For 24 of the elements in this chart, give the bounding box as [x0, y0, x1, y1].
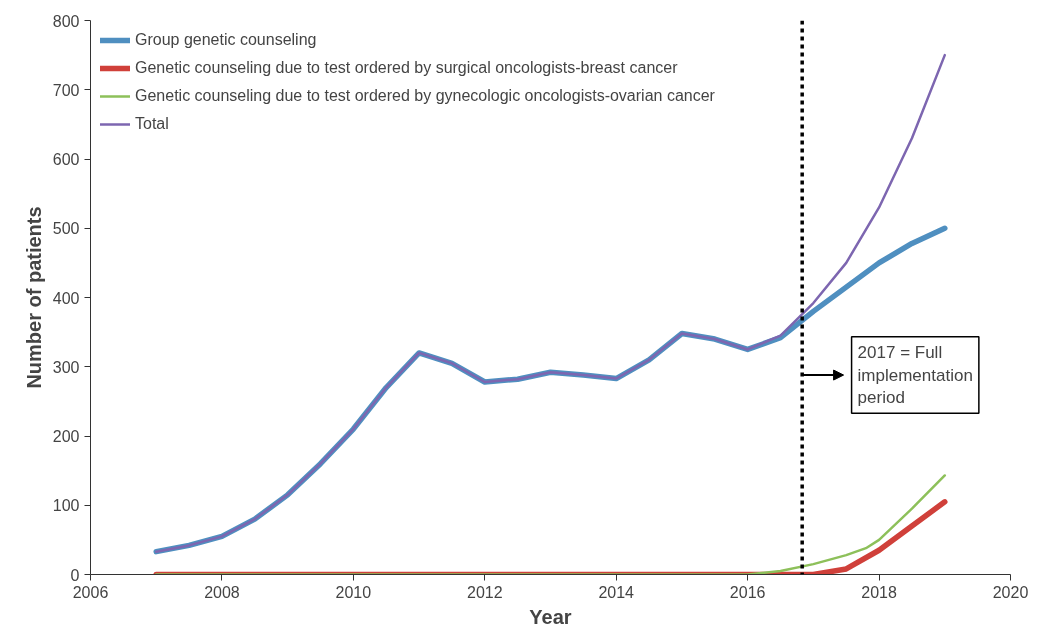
x-tick-label: 2012 — [466, 583, 503, 601]
legend-label: Genetic counseling due to test ordered by gynecologic oncologists-ovarian cancer — [135, 87, 715, 105]
x-tick-label: 2010 — [335, 583, 372, 601]
y-tick-label: 100 — [52, 497, 80, 515]
y-tick-label: 700 — [52, 81, 80, 99]
y-tick-label: 0 — [70, 566, 80, 584]
y-tick-label: 500 — [52, 220, 80, 238]
legend-label: Group genetic counseling — [135, 31, 317, 49]
y-axis-title: Number of patients — [22, 206, 45, 389]
x-tick-label: 2016 — [729, 583, 766, 601]
y-tick-label: 600 — [52, 151, 80, 168]
x-tick-label: 2008 — [204, 583, 240, 601]
y-tick-label: 800 — [52, 12, 80, 30]
x-tick-label: 2018 — [861, 583, 897, 601]
y-tick-label: 200 — [52, 428, 80, 445]
x-axis-title: Year — [529, 605, 572, 628]
legend-label: Total — [135, 115, 169, 133]
ref-line-label: 2017 = Full implementation period — [857, 342, 973, 408]
x-tick-label: 2020 — [992, 583, 1029, 601]
x-tick-label: 2006 — [72, 583, 109, 601]
y-tick-label: 300 — [52, 358, 80, 376]
x-tick-label: 2014 — [598, 583, 635, 601]
legend-label: Genetic counseling due to test ordered by surgical oncologists-breast cancer — [135, 59, 678, 77]
y-tick-label: 400 — [52, 289, 80, 307]
